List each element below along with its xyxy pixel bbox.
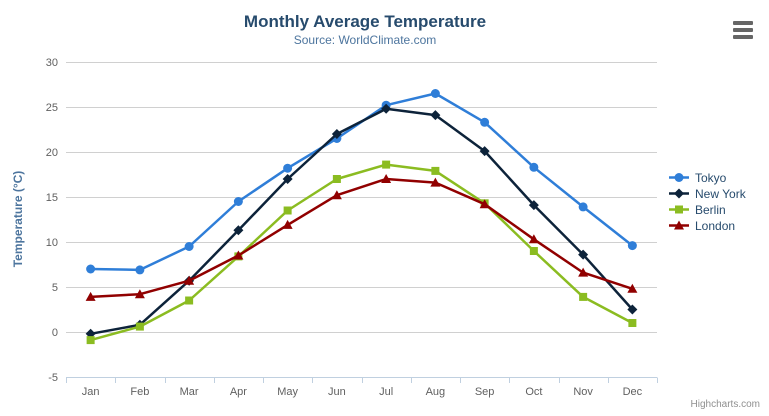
data-point-marker[interactable]: [381, 103, 392, 114]
data-point-marker[interactable]: [479, 146, 490, 157]
legend-label: Berlin: [695, 202, 726, 217]
data-point-marker[interactable]: [480, 117, 490, 127]
legend-item-new-york[interactable]: New York: [668, 186, 746, 201]
data-point-marker[interactable]: [282, 219, 293, 229]
chart-subtitle: Source: WorldClimate.com: [293, 33, 437, 47]
y-axis-tick-label: 20: [46, 147, 58, 159]
y-axis-tick-label: 10: [46, 237, 58, 249]
legend-label: London: [695, 218, 736, 233]
data-point-marker[interactable]: [578, 249, 589, 260]
data-point-marker[interactable]: [233, 225, 244, 236]
data-point-marker[interactable]: [135, 322, 144, 331]
legend-symbol-marker: [674, 188, 684, 199]
x-axis-tick-label: Sep: [475, 386, 495, 398]
legend-symbol-square: [669, 205, 689, 214]
hamburger-icon: [733, 28, 753, 32]
data-point-marker[interactable]: [233, 197, 243, 206]
x-axis-tick-label: Mar: [180, 386, 199, 398]
legend-symbol-marker: [674, 220, 684, 230]
data-point-marker[interactable]: [184, 242, 194, 251]
y-axis-tick-label: 30: [46, 57, 58, 69]
data-point-marker[interactable]: [578, 202, 588, 212]
legend-item-london[interactable]: London: [668, 218, 746, 233]
y-axis-tick-label: 0: [52, 327, 58, 339]
data-point-marker[interactable]: [185, 296, 194, 305]
data-point-marker[interactable]: [283, 163, 293, 173]
data-point-marker[interactable]: [282, 174, 293, 184]
data-point-marker[interactable]: [430, 110, 441, 121]
hamburger-icon: [733, 35, 753, 39]
hamburger-icon: [733, 21, 753, 25]
data-point-marker[interactable]: [578, 267, 589, 277]
x-axis-tick-label: Apr: [230, 386, 247, 398]
legend-label: Tokyo: [695, 170, 727, 185]
data-point-marker[interactable]: [579, 292, 588, 301]
series-line-tokyo[interactable]: [90, 92, 634, 272]
data-point-marker[interactable]: [381, 174, 392, 183]
data-point-marker[interactable]: [331, 129, 342, 139]
data-point-marker[interactable]: [86, 264, 96, 274]
y-axis-tick-label: 5: [52, 282, 58, 294]
y-axis-tick-label: -5: [48, 372, 58, 384]
data-point-marker[interactable]: [233, 250, 244, 260]
x-axis-tick-label: Feb: [130, 386, 149, 398]
data-point-marker[interactable]: [283, 206, 292, 215]
series-line-london[interactable]: [90, 177, 633, 299]
data-point-marker[interactable]: [628, 319, 637, 327]
data-point-marker[interactable]: [331, 190, 342, 200]
data-point-marker[interactable]: [627, 241, 637, 251]
legend-symbol-triangle: [669, 220, 689, 230]
legend-item-berlin[interactable]: Berlin: [668, 202, 746, 217]
y-axis-tick-label: 15: [46, 192, 58, 204]
data-point-marker[interactable]: [430, 89, 440, 98]
chart-title: Monthly Average Temperature: [243, 12, 487, 31]
legend: Tokyo New York Berlin London: [668, 170, 746, 233]
x-axis-tick-label: Nov: [573, 386, 593, 398]
data-point-marker[interactable]: [627, 304, 638, 315]
data-point-marker[interactable]: [184, 275, 195, 285]
data-point-marker[interactable]: [529, 247, 538, 255]
x-axis-tick-label: Aug: [426, 386, 446, 398]
y-axis-title: Temperature (°C): [11, 171, 25, 268]
x-axis-tick-label: May: [277, 386, 298, 398]
data-point-marker[interactable]: [332, 175, 341, 183]
data-point-marker[interactable]: [382, 160, 391, 169]
x-axis-tick-label: Jul: [379, 386, 393, 398]
data-point-marker[interactable]: [85, 291, 96, 301]
data-point-marker[interactable]: [431, 166, 440, 175]
data-point-marker[interactable]: [86, 336, 95, 345]
x-axis-tick-label: Jun: [328, 386, 346, 398]
legend-symbol-circle: [669, 173, 689, 182]
data-point-marker[interactable]: [528, 200, 539, 211]
legend-item-tokyo[interactable]: Tokyo: [668, 170, 746, 185]
x-axis-tick-label: Jan: [82, 386, 100, 398]
data-point-marker[interactable]: [627, 283, 638, 293]
legend-label: New York: [695, 186, 746, 201]
data-point-marker[interactable]: [479, 199, 490, 209]
data-point-marker[interactable]: [430, 177, 441, 187]
data-point-marker[interactable]: [528, 234, 539, 244]
series-line-new-york[interactable]: [90, 107, 634, 336]
chart-context-menu-button[interactable]: [731, 19, 755, 41]
series-line-berlin[interactable]: [90, 163, 633, 342]
highcharts-credits-link[interactable]: Highcharts.com: [690, 399, 760, 410]
legend-symbol-marker: [675, 205, 683, 214]
x-axis-tick-label: Dec: [623, 386, 643, 398]
data-point-marker[interactable]: [529, 162, 539, 172]
data-point-marker[interactable]: [135, 265, 145, 275]
x-axis-tick-label: Oct: [525, 386, 542, 398]
y-axis-tick-label: 25: [46, 102, 58, 114]
legend-symbol-diamond: [669, 188, 689, 199]
legend-symbol-marker: [674, 173, 684, 182]
data-point-marker[interactable]: [134, 289, 145, 299]
